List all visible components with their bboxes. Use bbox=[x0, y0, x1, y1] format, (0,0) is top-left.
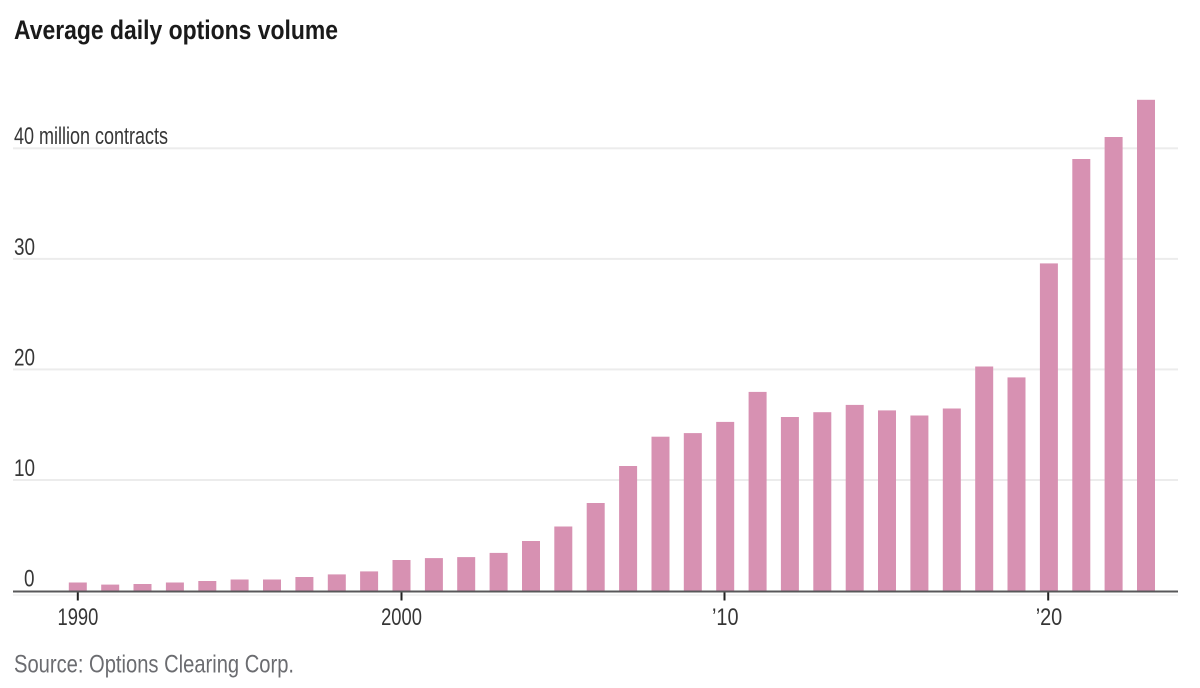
svg-text:30: 30 bbox=[14, 234, 35, 261]
svg-text:’20: ’20 bbox=[1036, 604, 1063, 631]
svg-text:2000: 2000 bbox=[381, 604, 422, 631]
svg-text:1990: 1990 bbox=[58, 604, 99, 631]
svg-text:’10: ’10 bbox=[712, 604, 739, 631]
svg-text:Source: Options Clearing Corp.: Source: Options Clearing Corp. bbox=[14, 651, 294, 679]
svg-text:0: 0 bbox=[24, 566, 35, 593]
svg-text:40 million contracts: 40 million contracts bbox=[14, 123, 168, 150]
svg-text:10: 10 bbox=[14, 455, 35, 482]
svg-text:Average daily options volume: Average daily options volume bbox=[14, 15, 338, 45]
svg-text:20: 20 bbox=[14, 344, 35, 371]
